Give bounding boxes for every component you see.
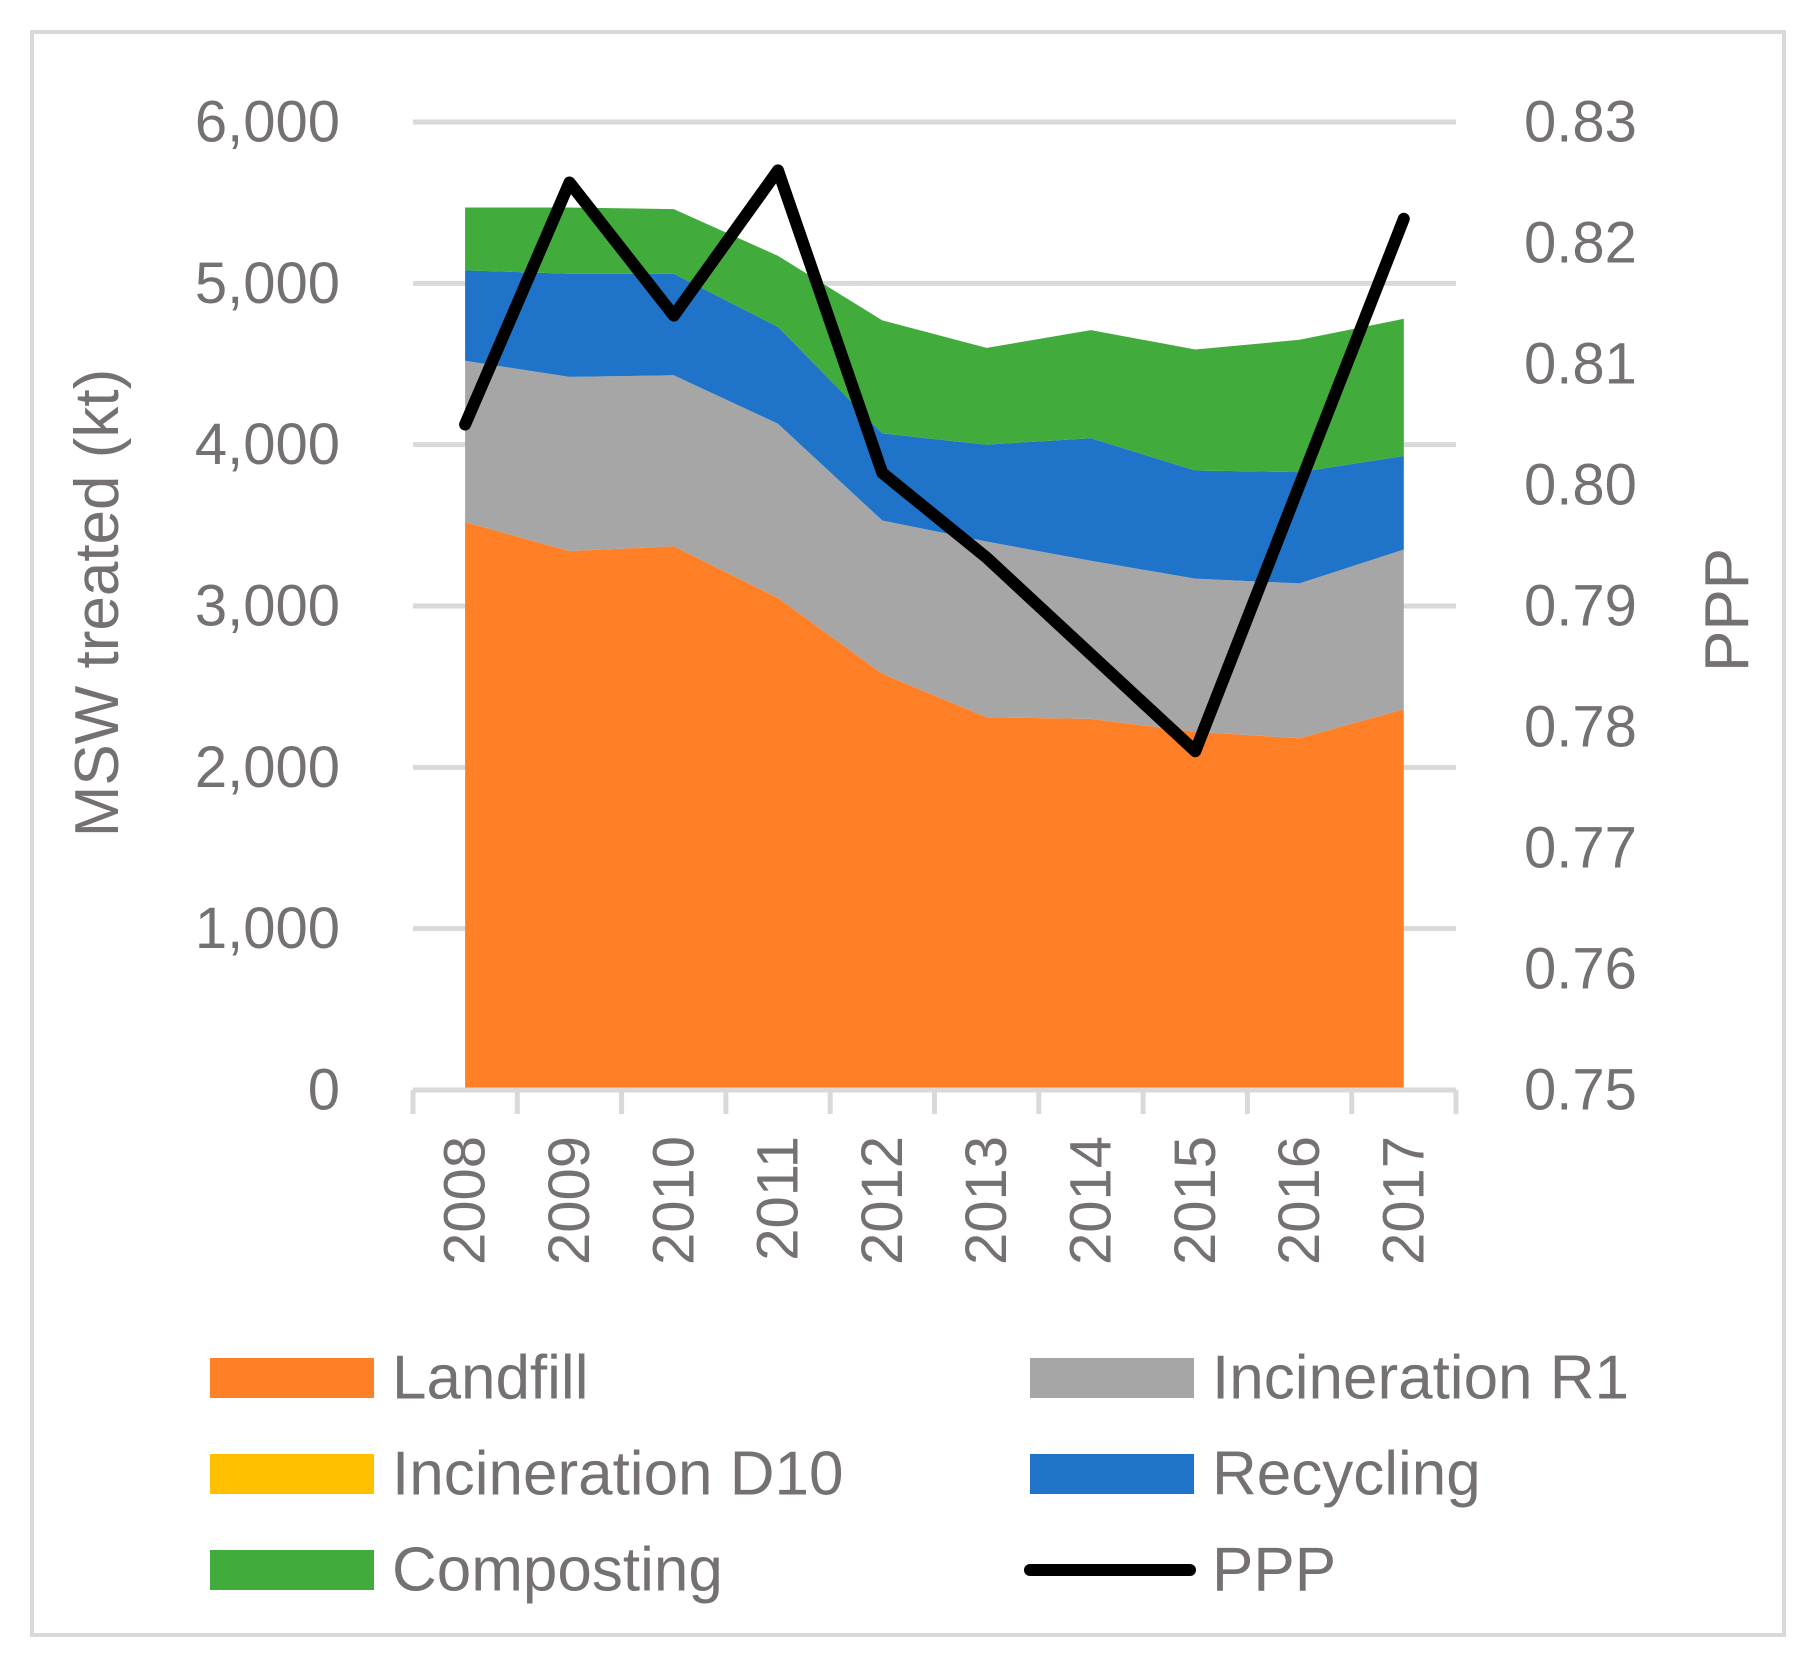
x-tick-label: 2009: [537, 1136, 602, 1265]
area-recycling: [465, 270, 1404, 584]
x-tick-label: 2015: [1163, 1136, 1228, 1265]
y-tick-label: 5,000: [195, 251, 340, 316]
legend-label: Landfill: [392, 1344, 588, 1413]
x-tick-label: 2012: [850, 1136, 915, 1265]
y2-tick-label: 0.75: [1524, 1058, 1637, 1123]
legend-label: Composting: [392, 1536, 723, 1605]
x-tick-label: 2008: [433, 1136, 498, 1265]
y-axis-right: 0.75 0.76 0.77 0.78 0.79 0.80 0.81 0.82 0.83: [1524, 90, 1637, 1123]
y-tick-label: 0: [308, 1058, 340, 1123]
x-tick-label: 2010: [641, 1136, 706, 1265]
y-axis-left: 0 1,000 2,000 3,000 4,000 5,000 6,000: [195, 90, 340, 1123]
ppp-line-layer: [459, 164, 1410, 758]
y2-tick-label: 0.78: [1524, 695, 1637, 760]
legend-swatch: [1030, 1454, 1194, 1494]
y2-tick-label: 0.83: [1524, 90, 1637, 155]
area-landfill: [465, 522, 1404, 1090]
x-tick-label: 2017: [1371, 1136, 1436, 1265]
area-incineration-r1: [465, 360, 1404, 739]
y-tick-label: 2,000: [195, 735, 340, 800]
y-tick-label: 4,000: [195, 412, 340, 477]
y-tick-label: 3,000: [195, 574, 340, 639]
legend-item-ppp: PPP: [1024, 1536, 1336, 1605]
legend-swatch: [210, 1358, 374, 1398]
legend-item-incineration-r1: Incineration R1: [1030, 1344, 1629, 1413]
legend-item-landfill: Landfill: [210, 1344, 588, 1413]
x-tick-label: 2011: [746, 1136, 811, 1261]
stacked-areas: [465, 207, 1404, 1090]
legend-item-composting: Composting: [210, 1536, 723, 1605]
y-axis-title: MSW treated (kt): [63, 369, 132, 838]
x-tick-label: 2016: [1267, 1136, 1332, 1265]
legend-swatch: [210, 1550, 374, 1590]
x-tick-label: 2014: [1058, 1136, 1123, 1265]
legend-label: Incineration R1: [1212, 1344, 1629, 1413]
y2-tick-label: 0.81: [1524, 332, 1637, 397]
y2-tick-label: 0.77: [1524, 816, 1637, 881]
legend-swatch: [210, 1454, 374, 1494]
legend-item-incineration-d10: Incineration D10: [210, 1440, 844, 1509]
y2-axis-title: PPP: [1693, 548, 1762, 672]
legend-label: Recycling: [1212, 1440, 1481, 1509]
legend-item-recycling: Recycling: [1030, 1440, 1481, 1509]
y-tick-label: 1,000: [195, 896, 340, 961]
y2-tick-label: 0.76: [1524, 937, 1637, 1002]
y2-tick-label: 0.82: [1524, 211, 1637, 276]
y2-tick-label: 0.79: [1524, 574, 1637, 639]
legend-label: Incineration D10: [392, 1440, 844, 1509]
x-tick-label: 2013: [954, 1136, 1019, 1265]
legend-swatch: [1030, 1358, 1194, 1398]
y2-tick-label: 0.80: [1524, 453, 1637, 518]
x-axis: 2008 2009 2010 2011 2012 2013 2014 2015 2016 2017: [410, 1087, 1459, 1265]
y-tick-label: 6,000: [195, 90, 340, 155]
legend-label: PPP: [1212, 1536, 1336, 1605]
legend: Landfill Incineration R1 Incineration D10 R…: [210, 1344, 1629, 1605]
ppp-line: [459, 164, 1410, 758]
